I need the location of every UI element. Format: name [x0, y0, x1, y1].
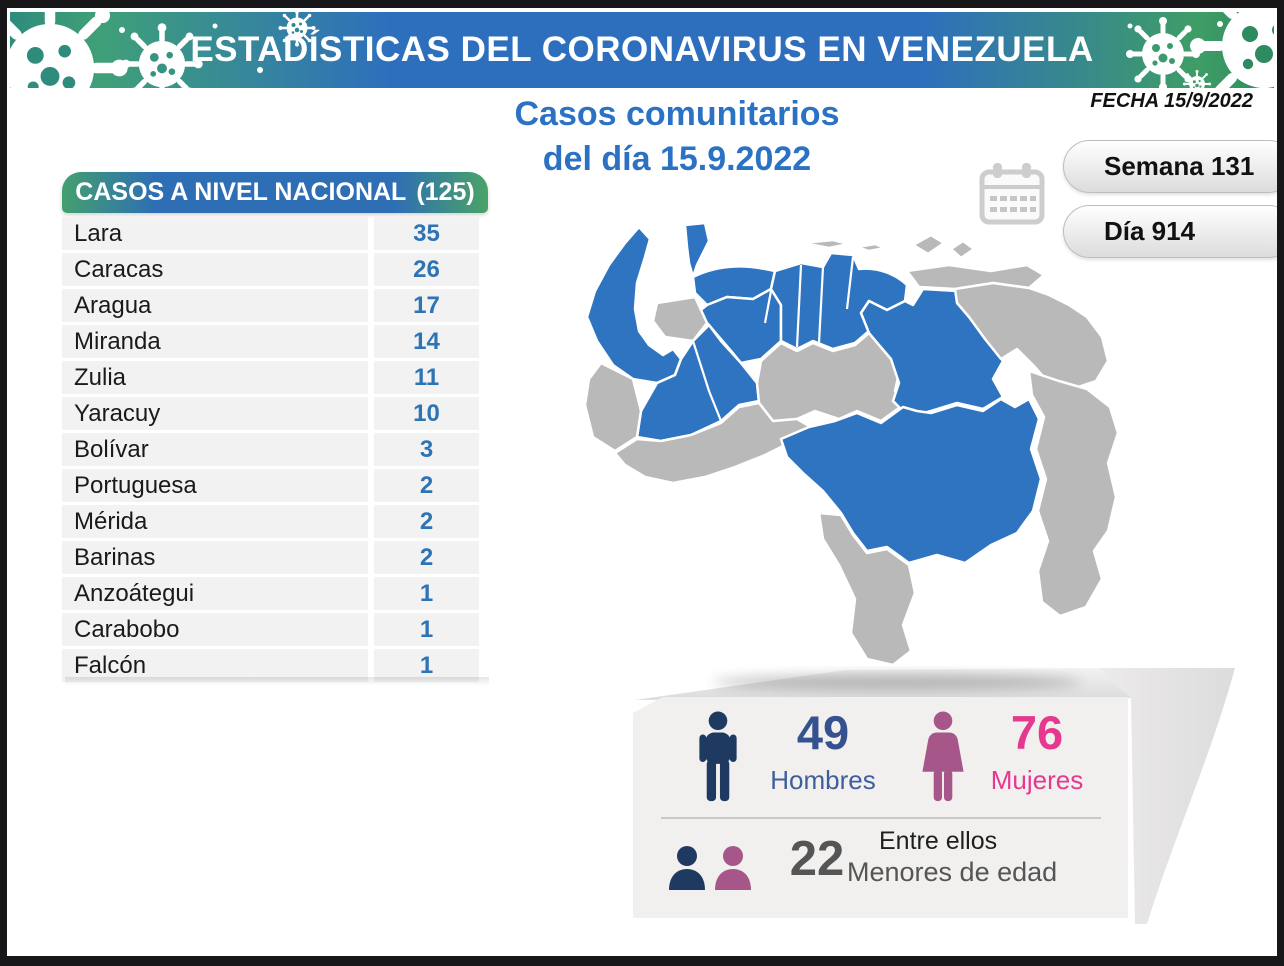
table-row: Aragua 17 [62, 289, 488, 322]
state-cases: 35 [374, 217, 479, 250]
table-row: Anzoátegui 1 [62, 577, 488, 610]
table-row: Zulia 11 [62, 361, 488, 394]
table-row: Portuguesa 2 [62, 469, 488, 502]
map-state-monagas-delta [953, 281, 1110, 391]
map-state-trujillo [651, 295, 709, 343]
page-title: ESTADÍSTICAS DEL CORONAVIRUS EN VENEZUEL… [190, 30, 1094, 69]
map-state-sucre [905, 263, 1046, 291]
map-state-tachira [583, 361, 643, 453]
table-row: Bolívar 3 [62, 433, 488, 466]
women-label: Mujeres [990, 765, 1084, 795]
venezuela-map [583, 221, 1120, 667]
state-name: Miranda [62, 325, 368, 358]
minors-label-bottom: Menores de edad [847, 857, 1058, 887]
map-island-coche [949, 239, 976, 260]
map-state-paraguana [683, 221, 711, 279]
state-cases: 1 [374, 613, 479, 646]
map-states-north-coast [769, 251, 909, 351]
cases-table-body: Lara 35 Caracas 26 Aragua 17 Miranda 14 Zulia 11 Y… [62, 217, 488, 682]
state-cases: 11 [374, 361, 479, 394]
state-name: Barinas [62, 541, 368, 574]
map-island-margarita [911, 233, 946, 256]
state-name: Portuguesa [62, 469, 368, 502]
state-cases: 3 [374, 433, 479, 466]
cases-table-header: CASOS A NIVEL NACIONAL (125) [62, 172, 488, 213]
map-state-amazonas [817, 511, 917, 667]
state-cases: 26 [374, 253, 479, 286]
header-banner: ESTADÍSTICAS DEL CORONAVIRUS EN VENEZUEL… [10, 12, 1274, 88]
woman-icon [922, 711, 964, 802]
women-count: 76 [1010, 706, 1064, 759]
state-name: Bolívar [62, 433, 368, 466]
state-cases: 2 [374, 505, 479, 538]
virus-decoration-icons [10, 12, 1274, 88]
table-shadow [65, 677, 489, 686]
state-cases: 2 [374, 469, 479, 502]
main-title-line2: del día 15.9.2022 [542, 140, 812, 178]
panel-page-curl [635, 668, 1235, 924]
men-label: Hombres [770, 765, 876, 795]
state-name: Anzoátegui [62, 577, 368, 610]
men-count: 49 [796, 706, 850, 759]
state-name: Aragua [62, 289, 368, 322]
state-cases: 2 [374, 541, 479, 574]
week-badge: Semana 131 [1063, 140, 1277, 193]
main-title: Casos comunitarios del día 15.9.2022 [427, 92, 927, 182]
state-cases: 10 [374, 397, 479, 430]
state-name: Mérida [62, 505, 368, 538]
minors-people-icons [669, 846, 751, 890]
state-cases: 14 [374, 325, 479, 358]
state-cases: 17 [374, 289, 479, 322]
state-name: Falcón [62, 649, 368, 682]
map-state-borders [691, 256, 855, 422]
state-name: Zulia [62, 361, 368, 394]
minors-count: 22 [789, 832, 845, 886]
state-name: Carabobo [62, 613, 368, 646]
table-row: Yaracuy 10 [62, 397, 488, 430]
state-name: Caracas [62, 253, 368, 286]
infographic-page: ESTADÍSTICAS DEL CORONAVIRUS EN VENEZUEL… [7, 8, 1277, 956]
main-title-line1: Casos comunitarios [514, 95, 840, 133]
map-island-aves [855, 242, 887, 253]
demographics-panel: 49 Hombres 76 Mujeres 22 Entre ellos [633, 697, 1128, 918]
state-name: Lara [62, 217, 368, 250]
cases-table-title: CASOS A NIVEL NACIONAL [75, 178, 407, 206]
cases-table-total: (125) [416, 178, 475, 206]
man-icon [699, 711, 737, 802]
table-row: Barinas 2 [62, 541, 488, 574]
table-row: Lara 35 [62, 217, 488, 250]
table-row: Falcón 1 [62, 649, 488, 682]
minors-label-top: Entre ellos [879, 827, 998, 855]
calendar-icon [979, 163, 1045, 225]
state-name: Yaracuy [62, 397, 368, 430]
cases-table: CASOS A NIVEL NACIONAL (125) Lara 35 Carac… [62, 172, 488, 685]
map-state-bolivar [779, 397, 1043, 565]
date-label: FECHA 15/9/2022 [1090, 90, 1253, 112]
map-island-roques [801, 238, 851, 250]
table-row: Miranda 14 [62, 325, 488, 358]
table-row: Mérida 2 [62, 505, 488, 538]
panel-divider [661, 817, 1101, 819]
map-region-esequibo [1027, 369, 1120, 618]
day-badge: Día 914 [1063, 205, 1277, 258]
table-row: Caracas 26 [62, 253, 488, 286]
state-cases: 1 [374, 649, 479, 682]
state-cases: 1 [374, 577, 479, 610]
table-row: Carabobo 1 [62, 613, 488, 646]
